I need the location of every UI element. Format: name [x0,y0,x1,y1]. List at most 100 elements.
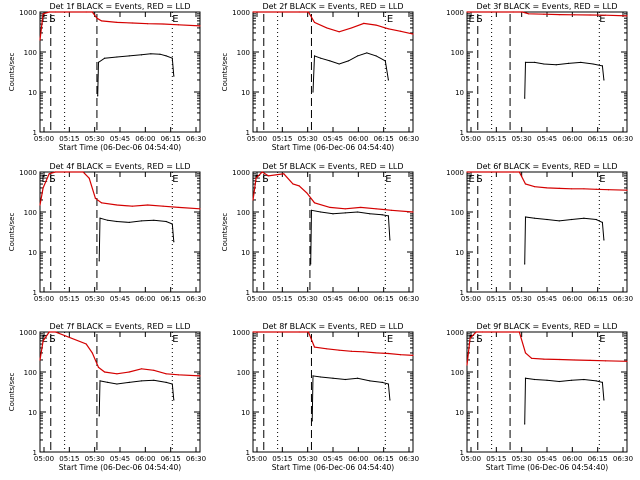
time-marker-letter: E [387,14,393,25]
data-point-lld [128,371,130,373]
data-point-events [338,63,340,65]
time-marker-letter: E [387,334,393,345]
data-point-events [171,383,173,385]
x-tick-label: 05:00 [461,295,481,303]
data-point-lld [85,11,87,13]
y-tick-label: 10 [28,89,37,97]
data-point-lld [42,340,44,342]
x-tick-label: 05:00 [247,135,267,143]
x-tick-label: 06:00 [135,295,155,303]
x-tick-label: 05:30 [298,455,318,463]
data-point-events [534,61,536,63]
data-point-lld [350,27,353,29]
x-tick-label: 06:15 [374,295,394,303]
x-tick-label: 06:15 [161,295,181,303]
x-tick-label: 05:30 [512,295,532,303]
x-tick-label: 05:45 [110,455,130,463]
data-point-lld [363,351,365,353]
data-point-lld [104,371,106,373]
x-tick-label: 05:15 [486,135,506,143]
x-tick-label: 05:15 [272,455,292,463]
series-line-events [524,377,605,425]
data-point-lld [88,177,90,179]
x-tick-label: 05:30 [85,135,105,143]
time-marker-letter: E [599,174,605,185]
x-tick-label: 05:45 [537,295,557,303]
data-point-events [583,378,585,381]
data-point-lld [574,359,576,361]
series-line-events [98,379,175,416]
time-marker-letter: E [469,334,475,345]
data-point-lld [199,375,201,377]
data-point-lld [543,13,545,15]
data-point-events [389,239,391,241]
data-point-lld [94,197,96,199]
x-tick-label: 05:15 [59,135,79,143]
data-point-events [128,381,130,383]
x-tick-label: 06:00 [348,295,368,303]
x-axis-label: Start Time (06-Dec-06 04:54:40) [272,463,394,472]
x-axis-label: Start Time (06-Dec-06 04:54:40) [59,463,181,472]
series-line-lld [467,171,628,191]
chart-title: Det 2f BLACK = Events, RED = LLD [262,2,403,11]
y-tick-label: 1 [33,289,37,297]
data-point-events [165,55,167,57]
x-axis-label: Start Time (06-Dec-06 04:54:40) [486,463,608,472]
y-axis-label: Counts/sec [8,373,16,412]
data-point-events [116,383,118,385]
data-point-lld [42,187,44,189]
data-point-events [107,219,109,221]
x-tick-label: 05:30 [298,295,318,303]
data-point-events [601,381,603,383]
data-point-lld [261,171,263,173]
chart-title: Det 4f BLACK = Events, RED = LLD [49,162,190,171]
y-tick-label: 1000 [232,169,250,177]
x-tick-label: 06:15 [161,455,181,463]
x-tick-label: 06:30 [613,135,633,143]
data-point-lld [558,187,560,189]
x-tick-label: 05:00 [34,135,54,143]
data-point-lld [100,20,103,22]
data-point-lld [131,205,133,207]
time-marker-letter: E [42,14,48,25]
data-point-lld [116,204,118,206]
x-axis-label: Start Time (06-Dec-06 04:54:40) [272,143,394,152]
y-tick-label: 100 [237,369,250,377]
data-point-events [99,380,101,382]
series-line-lld [466,331,628,366]
data-point-lld [512,171,514,173]
y-tick-label: 100 [237,209,250,217]
data-point-lld [375,24,377,26]
y-tick-label: 1000 [232,329,250,337]
data-point-lld [558,358,560,361]
x-tick-label: 06:15 [588,135,608,143]
data-point-events [320,57,322,59]
data-point-events [571,218,573,221]
time-marker-letter: S [49,174,55,185]
data-point-events [603,399,605,401]
x-tick-label: 05:30 [298,135,318,143]
chart-title: Det 1f BLACK = Events, RED = LLD [49,2,190,11]
data-point-lld [131,22,133,24]
data-point-events [347,60,349,62]
y-tick-label: 100 [451,49,464,57]
data-point-events [357,55,359,57]
data-point-lld [85,343,87,345]
y-tick-label: 1 [246,289,250,297]
y-tick-label: 1 [33,129,37,137]
series-line-lld [39,171,201,210]
y-tick-label: 1 [246,129,250,137]
time-marker-letter: E [385,174,391,185]
data-point-lld [177,206,180,209]
data-point-lld [147,23,149,25]
data-point-events [150,53,152,55]
data-point-lld [116,21,118,23]
series-line-lld [39,11,201,41]
series-line-events [97,53,175,96]
series-line-events [524,216,605,265]
data-point-events [116,56,118,58]
data-point-lld [292,183,294,185]
data-point-events [332,213,334,215]
time-marker-letter: E [42,174,48,185]
data-point-events [312,91,314,93]
